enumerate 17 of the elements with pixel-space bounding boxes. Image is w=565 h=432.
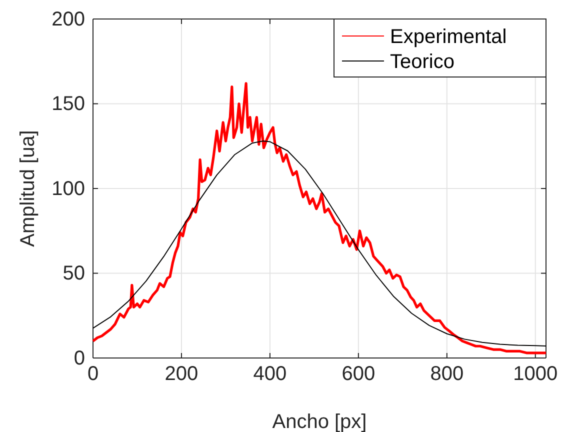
legend-label: Experimental — [390, 26, 507, 48]
x-tick-label: 1000 — [513, 363, 558, 386]
line-series — [92, 140, 546, 346]
x-axis-title: Ancho [px] — [272, 411, 367, 432]
x-tick-label: 200 — [164, 363, 198, 386]
y-tick-label: 0 — [74, 347, 85, 370]
line-series — [92, 82, 548, 354]
y-axis-title: Amplitud [ua] — [17, 130, 39, 247]
x-tick-label: 800 — [430, 363, 464, 386]
x-tick-label: 0 — [87, 363, 99, 386]
x-tick-label: 400 — [253, 363, 287, 386]
y-tick-label: 100 — [52, 178, 85, 200]
y-tick-label: 50 — [62, 262, 85, 285]
y-tick-label: 200 — [52, 8, 85, 30]
x-tick-label: 600 — [342, 363, 376, 386]
legend-label: Teorico — [390, 51, 454, 73]
y-tick-label: 150 — [52, 93, 85, 116]
